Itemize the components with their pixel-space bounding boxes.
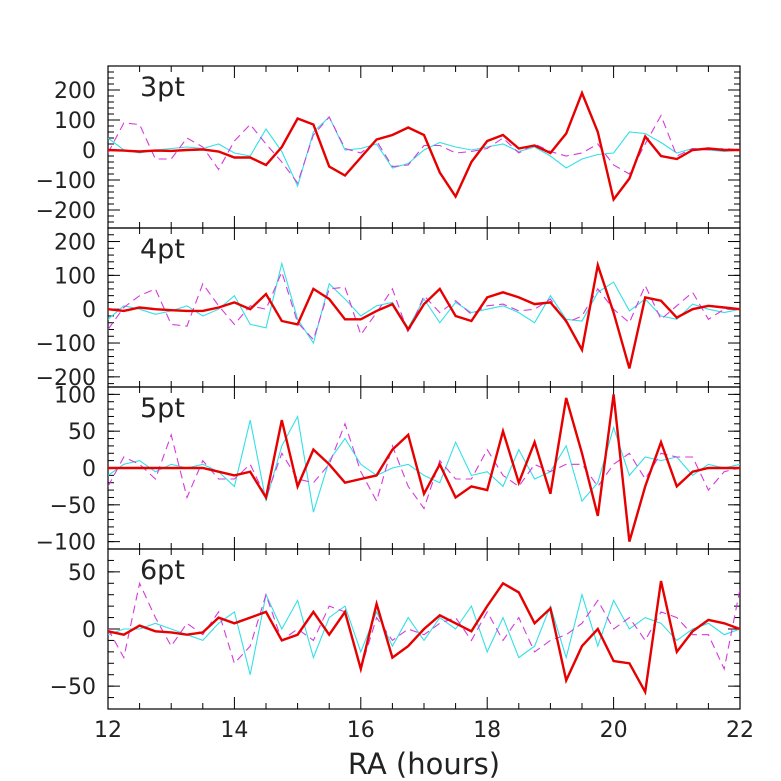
panels-group: −200 −100 0 100 200 3pt −200 −100 0 100 200 4pt −100… [36, 65, 741, 710]
series-line-magenta [108, 422, 740, 510]
series-line-red [108, 89, 740, 203]
y-tick-label: −200 [36, 199, 96, 224]
y-tick-label: 200 [54, 79, 96, 104]
y-tick-label: 100 [54, 264, 96, 289]
series-group [108, 394, 740, 542]
y-tick-label: 50 [68, 561, 96, 586]
panel-3pt: −200 −100 0 100 200 3pt [36, 65, 741, 229]
series-line-cyan [108, 116, 740, 188]
panel-4pt: −200 −100 0 100 200 4pt [36, 227, 741, 391]
y-tick-label: 0 [82, 139, 96, 164]
x-tick-label: 20 [600, 718, 628, 743]
panel-label: 4pt [140, 234, 185, 265]
y-tick-label: −100 [36, 531, 96, 556]
series-line-cyan [108, 414, 740, 513]
x-axis: 12 14 16 18 20 22 [94, 718, 754, 743]
panel-label: 3pt [140, 72, 185, 103]
y-tick-label: −100 [36, 169, 96, 194]
y-tick-label: −100 [36, 332, 96, 357]
y-tick-label: 100 [54, 383, 96, 408]
y-tick-label: 100 [54, 109, 96, 134]
series-line-cyan [108, 261, 740, 345]
series-group [108, 89, 740, 203]
series-line-red [108, 580, 740, 696]
y-tick-label: −50 [50, 494, 96, 519]
y-tick-label: 0 [82, 298, 96, 323]
y-tick-label: 0 [82, 618, 96, 643]
panel-6pt: −50 0 50 6pt [50, 548, 741, 710]
x-tick-label: 22 [726, 718, 754, 743]
panel-label: 5pt [140, 393, 185, 424]
y-tick-label: 0 [82, 457, 96, 482]
x-axis-title: RA (hours) [348, 747, 500, 781]
x-tick-label: 14 [220, 718, 248, 743]
y-tick-label: −50 [50, 675, 96, 700]
y-tick-label: 200 [54, 231, 96, 256]
x-tick-label: 16 [347, 718, 375, 743]
y-tick-label: 50 [68, 420, 96, 445]
x-tick-label: 12 [94, 718, 122, 743]
series-group [108, 580, 740, 696]
series-line-magenta [108, 581, 740, 671]
series-line-red [108, 394, 740, 542]
panel-frame [107, 227, 741, 388]
y-tick-label: −200 [36, 366, 96, 391]
panel-label: 6pt [140, 555, 185, 586]
series-line-red [108, 260, 740, 369]
panel-5pt: −100 −50 0 50 100 5pt [36, 383, 741, 556]
x-tick-label: 18 [473, 718, 501, 743]
series-group [108, 260, 740, 369]
